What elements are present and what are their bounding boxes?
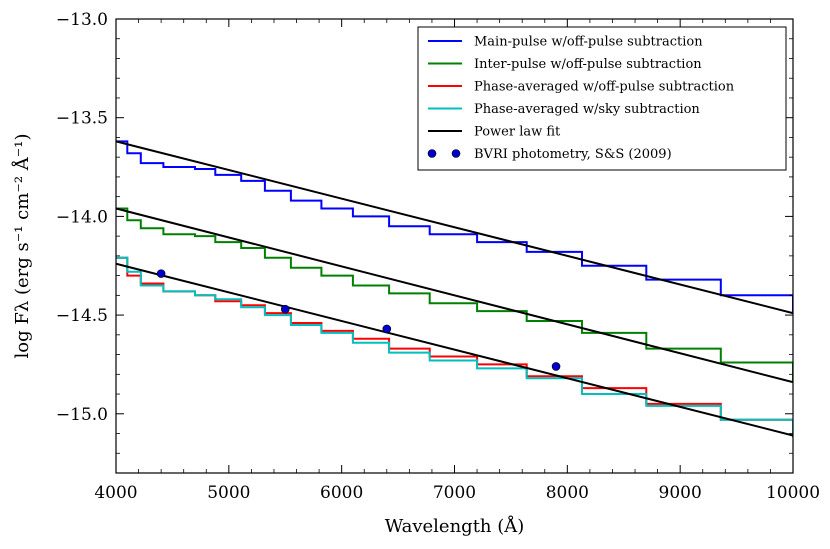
legend-box [417,26,787,171]
plot-series-group [116,140,793,438]
y-tick-label: −14.5 [56,306,108,326]
photometry-point-0 [156,269,166,278]
legend-label: Phase-averaged w/off-pulse subtraction [474,80,735,95]
photometry-point-3 [551,362,561,371]
photometry-point-1 [280,304,290,314]
axes: 4000 5000 6000 7000 8000 9000 10000 −13.0 −13.5 −… [56,10,820,503]
legend-label: Main-pulse w/off-pulse subtraction [474,35,703,50]
power-law-fit-line-0 [116,140,793,315]
photometry-point-2 [382,324,392,334]
x-tick-label: 5000 [207,483,250,503]
plot-area [116,140,793,438]
legend-label: Inter-pulse w/off-pulse subtraction [474,57,702,72]
legend-label: Phase-averaged w/sky subtraction [474,102,700,117]
series-step-3 [116,256,793,438]
legend-marker-photometry [427,149,437,158]
x-tick-label: 6000 [320,483,363,503]
legend: Main-pulse w/off-pulse subtraction Inter-… [417,26,787,171]
y-tick-label: −15.0 [56,405,108,425]
x-tick-label: 4000 [94,483,137,503]
series-step-1 [116,207,793,383]
y-tick-label: −14.0 [56,207,108,227]
y-tick-label: −13.5 [56,109,108,129]
x-tick-label: 7000 [433,483,476,503]
power-law-fit-line-2 [116,262,793,437]
legend-marker-photometry [451,149,461,158]
x-axis-label: Wavelength (Å) [385,515,525,537]
y-axis-label: log Fλ (erg s⁻¹ cm⁻² Å⁻¹) [11,134,33,359]
legend-label: BVRI photometry, S&S (2009) [474,147,672,162]
x-tick-label: 9000 [659,483,702,503]
x-tick-label: 10000 [766,483,820,503]
x-tick-label: 8000 [546,483,589,503]
y-tick-label: −13.0 [56,10,108,30]
legend-label: Power law fit [474,125,561,140]
power-law-fit-line-1 [116,207,793,384]
series-step-0 [116,140,793,314]
